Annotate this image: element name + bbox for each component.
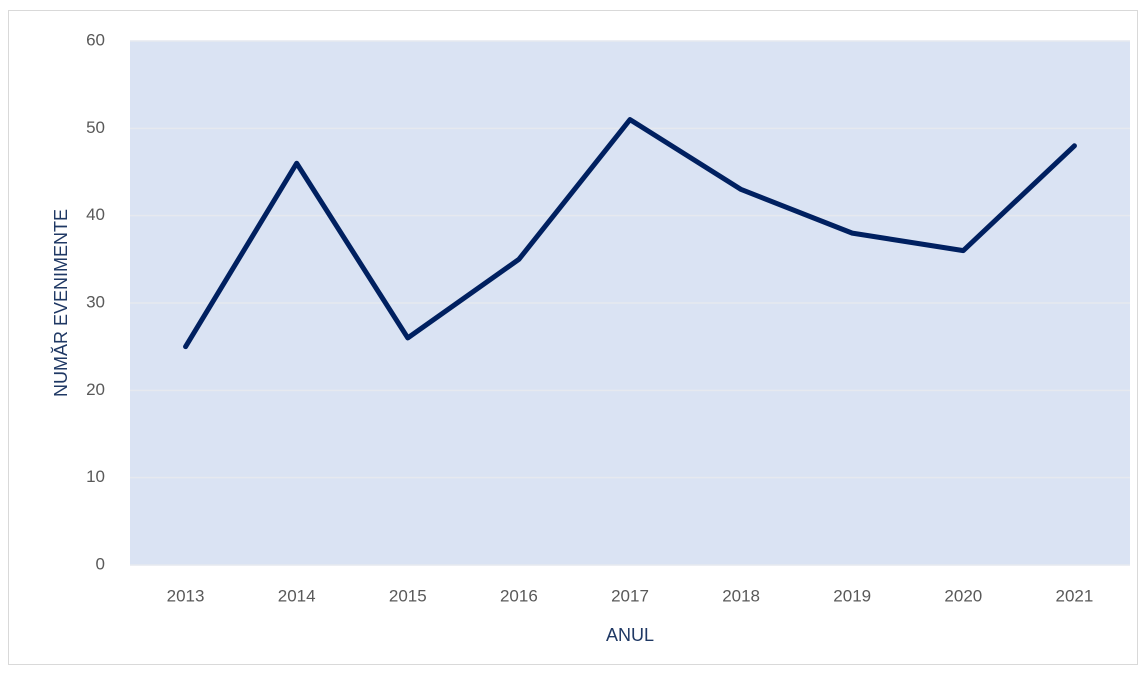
x-tick-label: 2014 — [278, 586, 316, 605]
x-tick-label: 2017 — [611, 586, 649, 605]
x-tick-label: 2015 — [389, 586, 427, 605]
x-tick-label: 2020 — [944, 586, 982, 605]
y-tick-label: 60 — [86, 30, 105, 49]
x-axis-title: ANUL — [606, 625, 654, 645]
y-tick-label: 10 — [86, 467, 105, 486]
y-tick-label: 20 — [86, 380, 105, 399]
y-axis-title: NUMĂR EVENIMENTE — [51, 209, 71, 397]
x-tick-label: 2016 — [500, 586, 538, 605]
x-tick-label: 2021 — [1056, 586, 1094, 605]
x-tick-label: 2018 — [722, 586, 760, 605]
x-tick-label: 2013 — [167, 586, 205, 605]
y-tick-label: 40 — [86, 205, 105, 224]
y-tick-label: 30 — [86, 292, 105, 311]
y-tick-label: 50 — [86, 118, 105, 137]
line — [183, 117, 1077, 350]
x-tick-label: 2019 — [833, 586, 871, 605]
y-tick-label: 0 — [96, 554, 105, 573]
